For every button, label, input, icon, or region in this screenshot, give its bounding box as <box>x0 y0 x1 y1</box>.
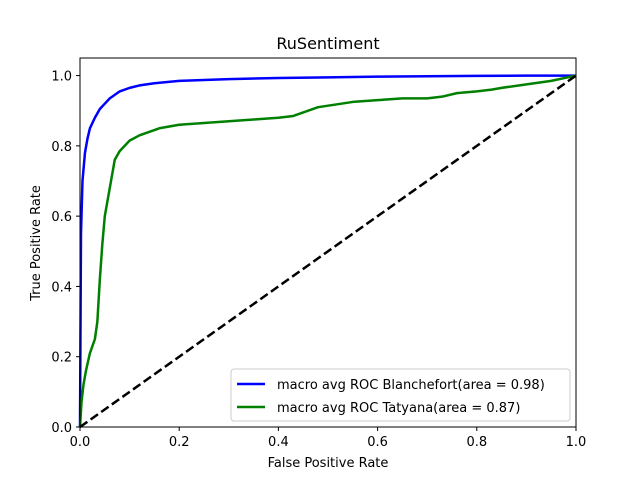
x-tick-label: 1.0 <box>566 435 587 450</box>
legend: macro avg ROC Blanchefort(area = 0.98) ma… <box>230 368 571 422</box>
plot-frame <box>79 57 577 428</box>
y-tick-label: 0.8 <box>51 140 72 155</box>
y-tick-label: 1.0 <box>51 70 72 85</box>
x-axis-label: False Positive Rate <box>268 456 389 471</box>
x-tick-label: 0.0 <box>70 435 91 450</box>
legend-label: macro avg ROC Blanchefort(area = 0.98) <box>277 378 545 393</box>
y-tick-label: 0.6 <box>51 210 72 225</box>
x-axis-ticks: 0.0 0.2 0.4 0.6 0.8 1.0 <box>70 427 587 450</box>
chart-title: RuSentiment <box>276 34 379 53</box>
legend-box <box>230 368 571 422</box>
x-tick-label: 0.8 <box>466 435 487 450</box>
x-tick-label: 0.6 <box>367 435 388 450</box>
roc-series-line-1 <box>78 74 577 428</box>
y-axis-ticks: 0.0 0.2 0.4 0.6 0.8 1.0 <box>51 70 80 436</box>
y-tick-label: 0.4 <box>51 280 72 295</box>
x-tick-label: 0.2 <box>169 435 190 450</box>
y-tick-label: 0.2 <box>51 351 72 366</box>
plot-area <box>78 57 577 429</box>
chance-diagonal-line <box>79 74 577 429</box>
y-axis-label: True Positive Rate <box>29 185 44 302</box>
x-tick-label: 0.4 <box>268 435 289 450</box>
roc-series-line-0 <box>78 74 576 428</box>
y-tick-label: 0.0 <box>51 421 72 436</box>
legend-label: macro avg ROC Tatyana(area = 0.87) <box>277 401 520 416</box>
